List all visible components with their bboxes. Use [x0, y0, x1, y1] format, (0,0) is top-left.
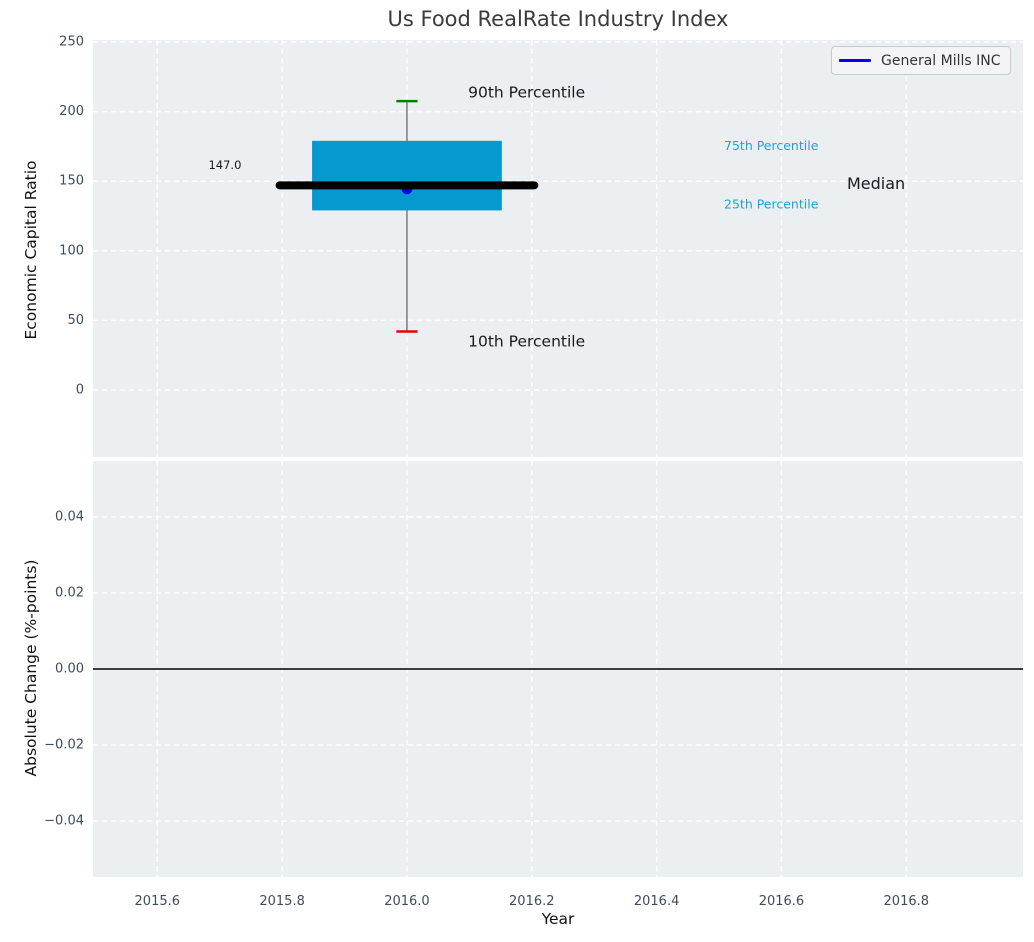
y-tick-label: −0.04: [44, 814, 84, 829]
x-tick-label: 2015.8: [259, 894, 305, 909]
y-tick-label: 0.00: [55, 662, 84, 677]
y-axis-label-bottom: Absolute Change (%-points): [22, 559, 40, 777]
annotation-75th-percentile: 75th Percentile: [724, 138, 819, 153]
iqr-box: [312, 140, 502, 211]
x-tick-label: 2016.4: [634, 894, 680, 909]
legend-label: General Mills INC: [881, 52, 1001, 69]
y-tick-label: 100: [59, 243, 84, 258]
y-tick-label: 50: [67, 313, 84, 328]
annotation-90th-percentile: 90th Percentile: [468, 83, 585, 101]
y-tick-label: 0.04: [55, 509, 84, 524]
x-axis-label: Year: [541, 910, 575, 928]
x-tick-label: 2016.2: [509, 894, 555, 909]
x-tick-label: 2016.0: [384, 894, 430, 909]
bottom-panel: 0.04 0.02 0.00 −0.02 −0.04 2015.6 2015.8 2016.0…: [44, 461, 1023, 909]
chart-title: Us Food RealRate Industry Index: [387, 7, 729, 31]
y-tick-label: 0.02: [55, 585, 84, 600]
x-tick-label: 2015.6: [135, 894, 181, 909]
top-panel: 0 50 100 150 200 250 90th Percentile 10th Perce…: [59, 34, 1023, 457]
y-tick-label: −0.02: [44, 738, 84, 753]
y-axis-label-top: Economic Capital Ratio: [22, 160, 40, 340]
y-tick-label: 150: [59, 174, 84, 189]
annotation-median: Median: [847, 174, 905, 193]
annotation-25th-percentile: 25th Percentile: [724, 197, 819, 212]
y-tick-label: 0: [76, 383, 84, 398]
legend: General Mills INC: [831, 46, 1011, 75]
x-tick-label: 2016.8: [884, 894, 930, 909]
x-tick-label: 2016.6: [759, 894, 805, 909]
legend-line-sample-icon: [839, 59, 871, 62]
y-tick-label: 250: [59, 34, 84, 49]
annotation-147-0: 147.0: [208, 158, 241, 172]
plot-area: [93, 40, 1023, 457]
y-tick-label: 200: [59, 104, 84, 119]
annotation-10th-percentile: 10th Percentile: [468, 332, 585, 350]
